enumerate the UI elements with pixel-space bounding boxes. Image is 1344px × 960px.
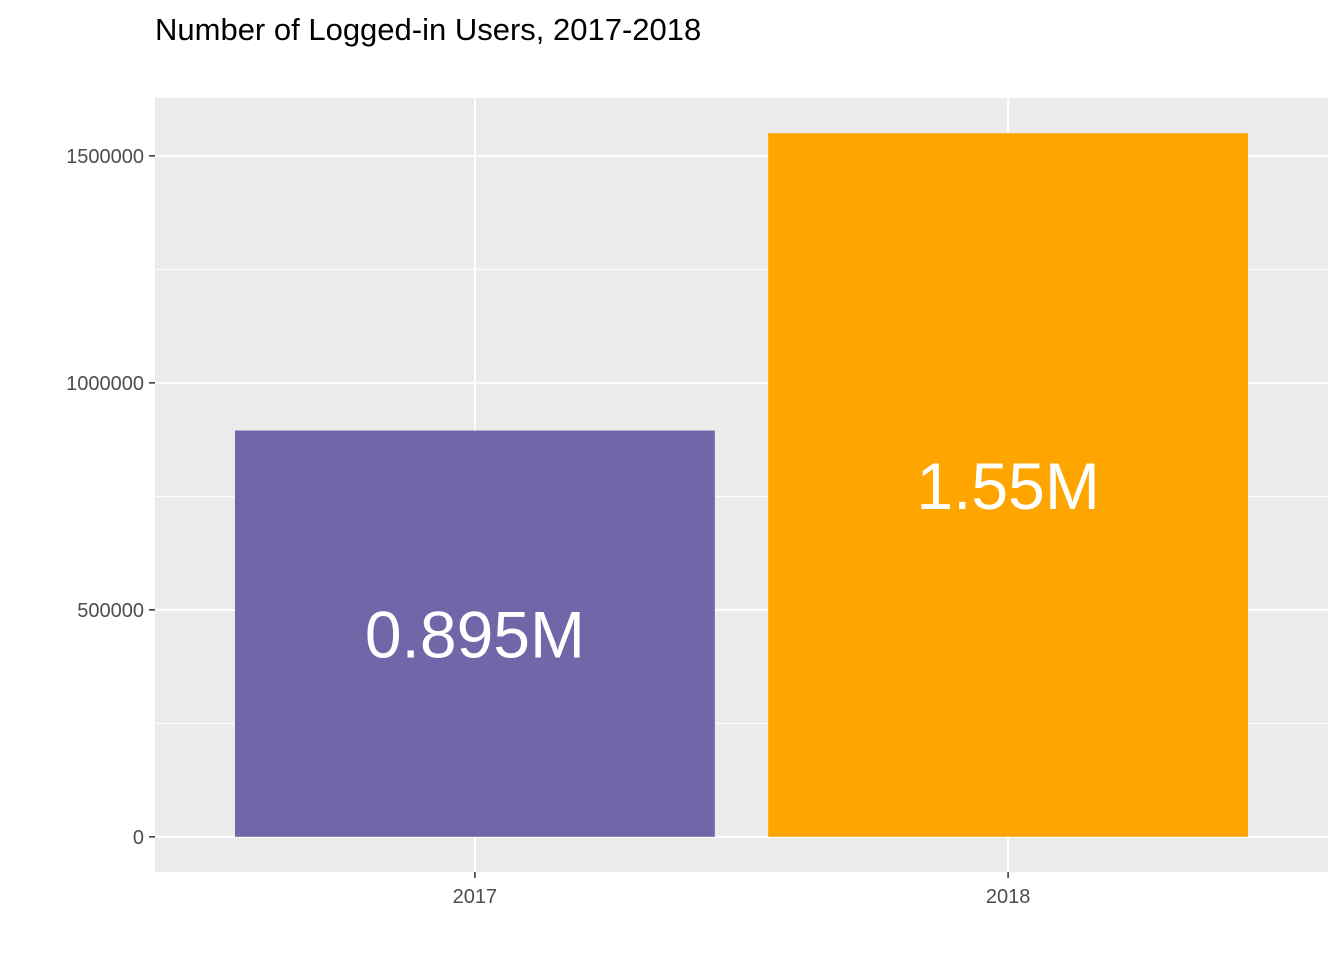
y-axis: 0 500000 1000000 1500000: [66, 146, 155, 849]
x-axis: 2017 2018: [453, 872, 1031, 908]
chart-title: Number of Logged-in Users, 2017-2018: [155, 12, 702, 47]
y-tick-label: 1500000: [66, 146, 144, 168]
data-label-2017: 0.895M: [365, 598, 585, 672]
data-label-2018: 1.55M: [916, 449, 1099, 523]
x-tick-label: 2017: [453, 886, 498, 908]
y-tick-label: 0: [133, 827, 144, 849]
y-tick-label: 1000000: [66, 373, 144, 395]
bar-2017: [234, 430, 715, 837]
y-tick-label: 500000: [77, 600, 144, 622]
data-labels: 0.895M 1.55M: [365, 449, 1100, 672]
x-tick-label: 2018: [986, 886, 1031, 908]
bars: [234, 133, 1249, 837]
bar-2018: [768, 133, 1249, 837]
